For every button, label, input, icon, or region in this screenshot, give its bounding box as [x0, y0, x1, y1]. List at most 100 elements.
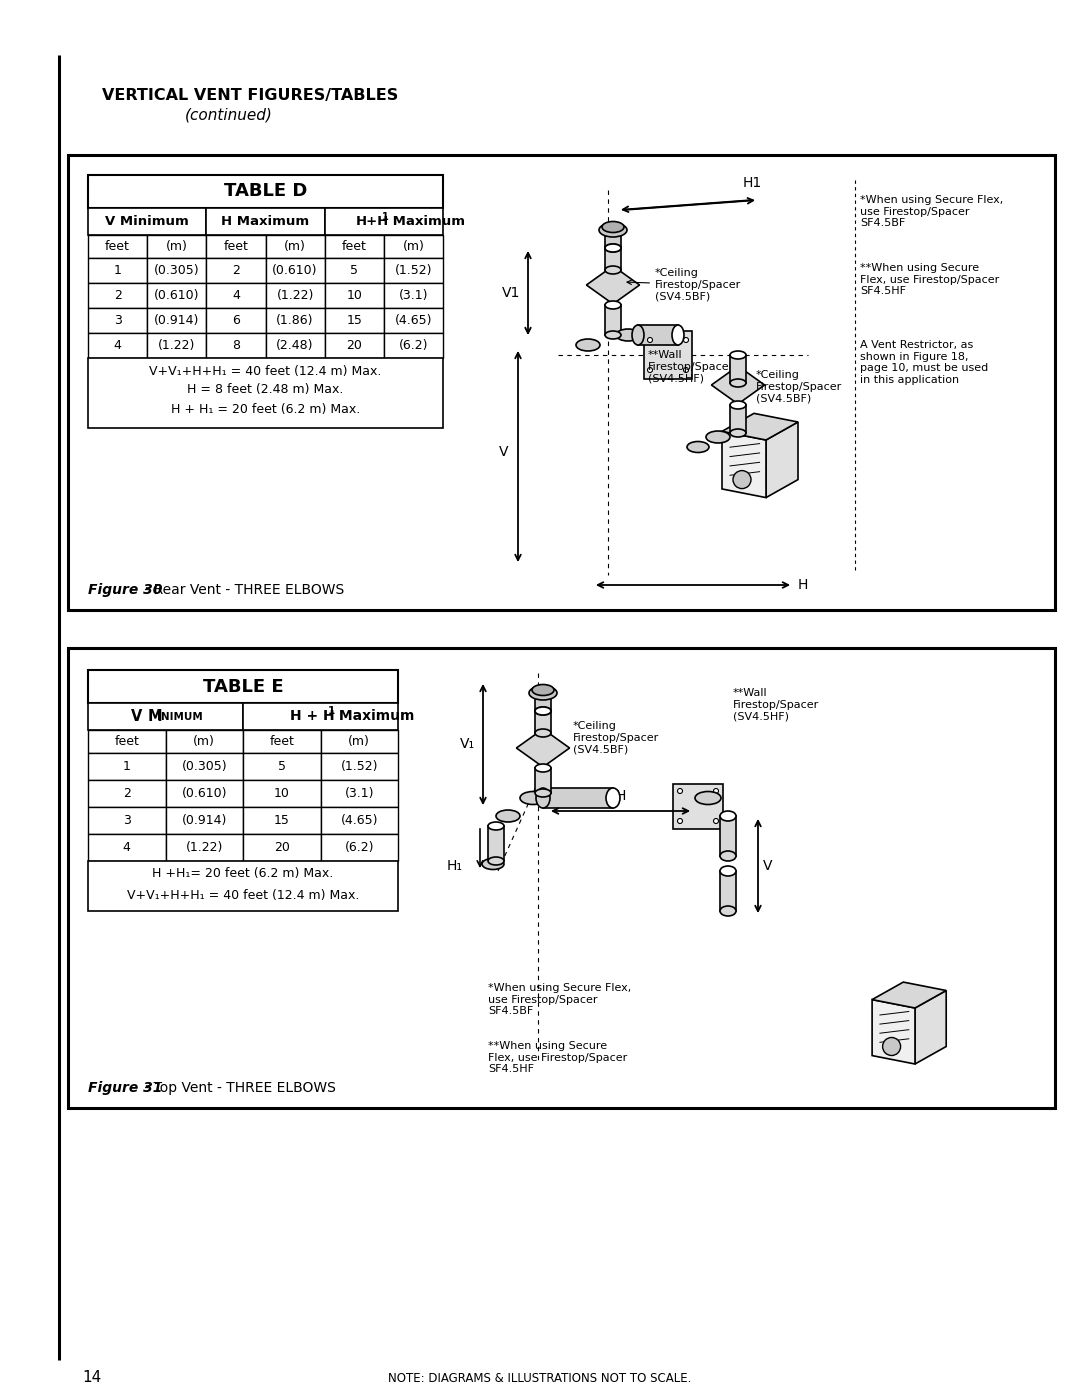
Polygon shape [723, 414, 798, 440]
Bar [165, 753, 243, 780]
Text: (1.22): (1.22) [186, 841, 222, 854]
Text: H = 8 feet (2.48 m) Max.: H = 8 feet (2.48 m) Max. [187, 384, 343, 397]
Text: 2: 2 [232, 264, 240, 277]
Ellipse shape [730, 429, 746, 437]
Bar [720, 870, 735, 911]
Bar [206, 258, 266, 284]
Text: **When using Secure
Flex, use Firestop/Spacer
SF4.5HF: **When using Secure Flex, use Firestop/S… [488, 1041, 627, 1074]
Ellipse shape [648, 338, 652, 342]
Ellipse shape [488, 821, 504, 830]
Bar [325, 284, 383, 307]
Ellipse shape [599, 224, 627, 237]
Text: H +H₁= 20 feet (6.2 m) Max.: H +H₁= 20 feet (6.2 m) Max. [152, 868, 334, 880]
Bar [87, 332, 147, 358]
Text: (1.22): (1.22) [276, 289, 314, 302]
Text: *Ceiling
Firestop/Spacer
(SV4.5BF): *Ceiling Firestop/Spacer (SV4.5BF) [756, 370, 842, 404]
Text: H1: H1 [743, 176, 762, 190]
Ellipse shape [616, 330, 640, 341]
Bar [383, 235, 443, 258]
Bar [321, 731, 399, 753]
Text: (m): (m) [284, 240, 306, 253]
Text: *Ceiling
Firestop/Spacer
(SV4.5BF): *Ceiling Firestop/Spacer (SV4.5BF) [573, 721, 659, 754]
Bar [325, 208, 443, 235]
Ellipse shape [730, 351, 746, 359]
Polygon shape [712, 366, 765, 404]
Ellipse shape [605, 331, 621, 339]
Polygon shape [873, 1000, 915, 1065]
Ellipse shape [882, 1038, 901, 1056]
Text: (m): (m) [193, 735, 215, 747]
Text: 20: 20 [347, 339, 362, 352]
Ellipse shape [529, 686, 557, 700]
Text: 4: 4 [113, 339, 122, 352]
Ellipse shape [696, 792, 721, 805]
Ellipse shape [648, 367, 652, 373]
Text: (1.52): (1.52) [340, 760, 378, 773]
Text: 1: 1 [327, 707, 335, 717]
Bar [87, 307, 147, 332]
Text: V: V [499, 444, 508, 458]
Text: feet: feet [269, 735, 294, 747]
Text: - Rear Vent - THREE ELBOWS: - Rear Vent - THREE ELBOWS [140, 583, 345, 597]
Bar [87, 861, 399, 911]
Ellipse shape [733, 471, 751, 489]
Text: **When using Secure
Flex, use Firestop/Spacer
SF4.5HF: **When using Secure Flex, use Firestop/S… [860, 263, 999, 296]
Text: 3: 3 [123, 814, 131, 827]
Bar [165, 834, 243, 861]
Text: (m): (m) [166, 240, 188, 253]
Text: (0.914): (0.914) [181, 814, 227, 827]
Bar [87, 284, 147, 307]
Text: (m): (m) [349, 735, 370, 747]
Bar [730, 405, 746, 433]
Bar [243, 703, 399, 731]
Text: V+V₁+H+H₁ = 40 feet (12.4 m) Max.: V+V₁+H+H₁ = 40 feet (12.4 m) Max. [126, 888, 360, 901]
Text: 1: 1 [382, 211, 389, 222]
Text: V1: V1 [501, 286, 519, 300]
Text: **Wall
Firestop/Spacer
(SV4.5HF): **Wall Firestop/Spacer (SV4.5HF) [648, 351, 734, 383]
Text: 5: 5 [350, 264, 359, 277]
Bar [720, 816, 735, 856]
Bar [266, 284, 325, 307]
Text: 3: 3 [113, 314, 122, 327]
Text: 4: 4 [123, 841, 131, 854]
Bar [87, 258, 147, 284]
Bar [206, 235, 266, 258]
Polygon shape [723, 432, 766, 497]
Polygon shape [766, 422, 798, 497]
Text: Maximum: Maximum [388, 215, 464, 228]
Bar [147, 258, 206, 284]
Text: feet: feet [114, 735, 139, 747]
Ellipse shape [677, 819, 683, 823]
Text: TABLE E: TABLE E [203, 678, 283, 696]
Bar [87, 671, 399, 703]
Bar [87, 358, 443, 427]
Bar [730, 355, 746, 383]
Text: H+H: H+H [355, 215, 389, 228]
Ellipse shape [687, 441, 708, 453]
Text: 2: 2 [113, 289, 122, 302]
Text: A Vent Restrictor, as
shown in Figure 18,
page 10, must be used
in this applicat: A Vent Restrictor, as shown in Figure 18… [860, 339, 988, 384]
Bar [68, 155, 1055, 610]
Text: Maximum: Maximum [334, 710, 414, 724]
Ellipse shape [488, 856, 504, 865]
Bar [206, 332, 266, 358]
Text: M: M [148, 710, 162, 724]
Bar [243, 753, 321, 780]
Text: Figure 30: Figure 30 [87, 583, 162, 597]
Bar [87, 703, 243, 731]
Bar [243, 834, 321, 861]
Bar [147, 332, 206, 358]
Text: 20: 20 [274, 841, 289, 854]
Text: (3.1): (3.1) [345, 787, 374, 800]
Bar [383, 258, 443, 284]
Polygon shape [673, 784, 723, 828]
Text: (0.610): (0.610) [272, 264, 318, 277]
Ellipse shape [714, 788, 718, 793]
Ellipse shape [536, 788, 550, 807]
Text: Figure 31: Figure 31 [87, 1081, 162, 1095]
Ellipse shape [496, 810, 519, 821]
Text: **Wall
Firestop/Spacer
(SV4.5HF): **Wall Firestop/Spacer (SV4.5HF) [733, 687, 820, 721]
Bar [325, 258, 383, 284]
Bar [68, 648, 1055, 1108]
Bar [488, 826, 504, 861]
